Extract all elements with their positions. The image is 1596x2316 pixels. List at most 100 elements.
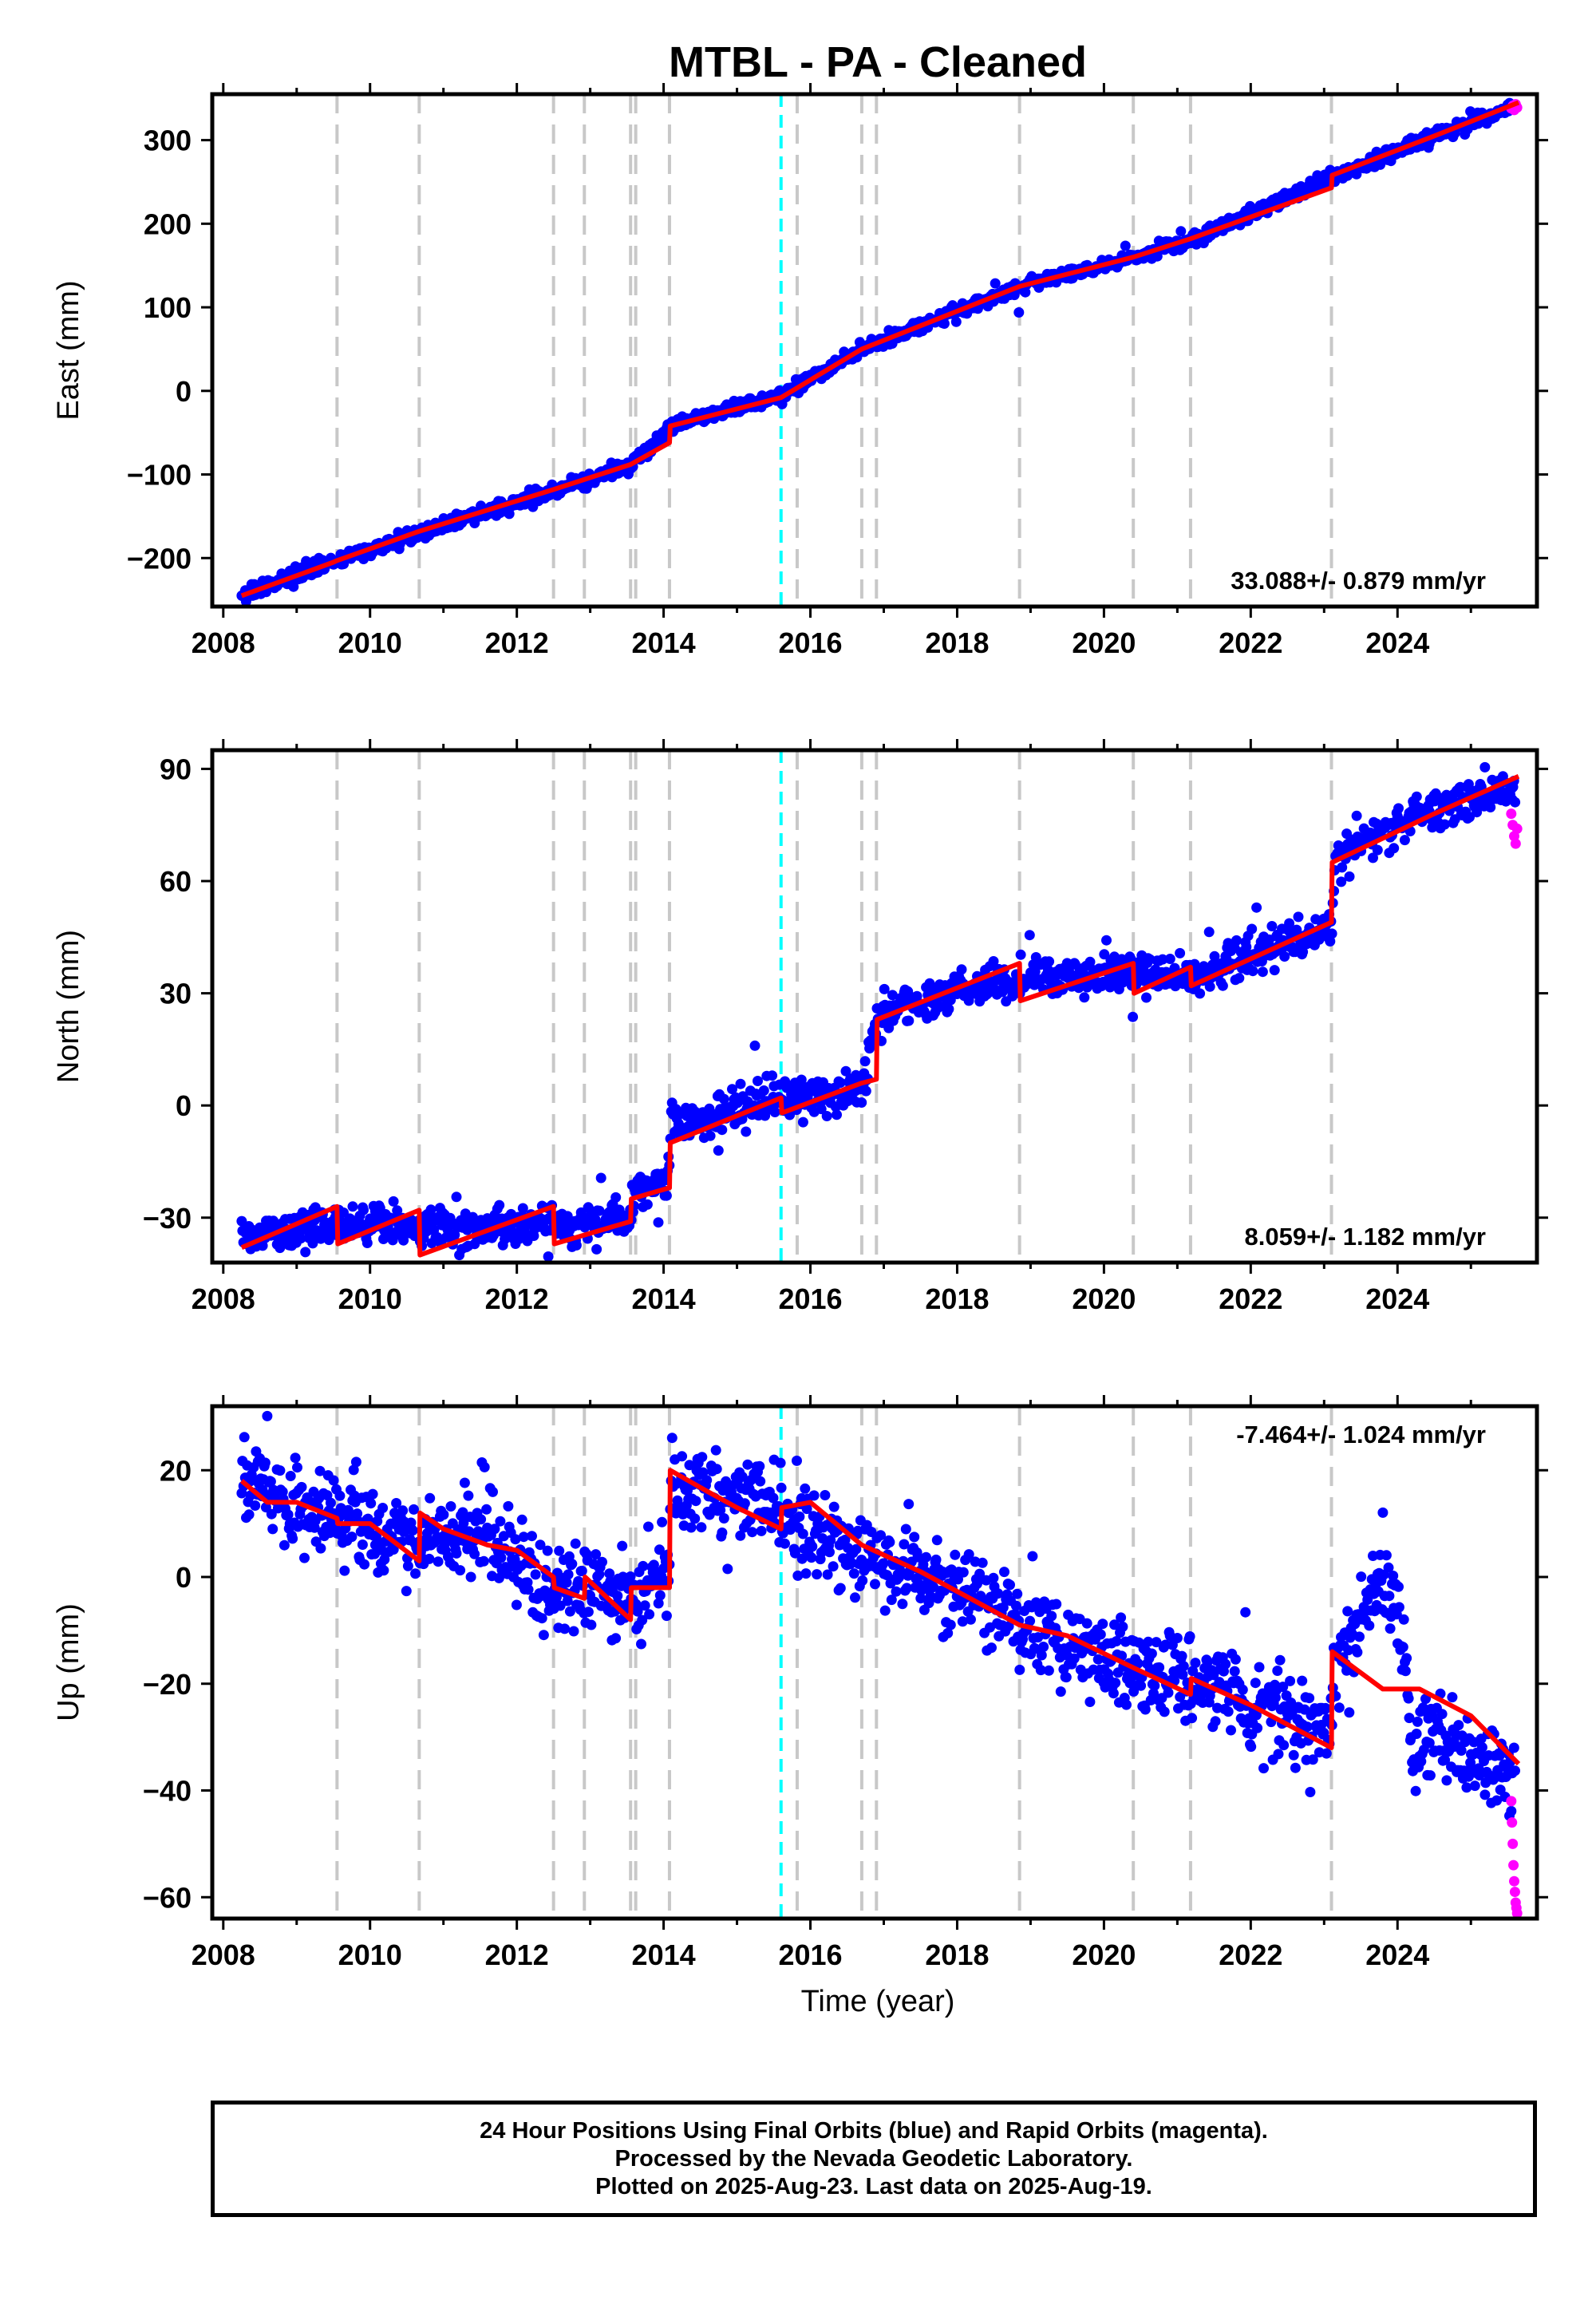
data-point [821,1111,832,1121]
data-point [1121,1699,1132,1710]
data-point [334,1490,346,1501]
data-point [1404,1713,1415,1724]
data-point [1411,791,1422,802]
data-point [1508,1742,1519,1753]
data-point [1320,1702,1331,1713]
data-point [339,1565,350,1576]
data-point [1510,1765,1520,1777]
data-point [518,1531,529,1543]
data-point [1252,1722,1263,1733]
data-point [1223,1706,1234,1717]
data-point [653,1217,664,1228]
data-point [742,1459,753,1470]
data-point [1014,1664,1025,1675]
data-point [912,1551,923,1563]
data-point [835,1077,846,1089]
data-point [1254,1662,1265,1673]
data-point [735,1530,746,1541]
data-point [1231,935,1242,946]
data-point [1203,927,1215,938]
x-tick-label: 2012 [485,626,549,659]
data-point [741,1126,752,1137]
plot-frame [210,1404,1539,1921]
data-point [1081,1618,1092,1629]
data-point [974,1568,986,1579]
data-point [365,1498,377,1509]
data-point [1410,1785,1421,1796]
data-point [1302,1721,1313,1733]
data-point [1136,1680,1147,1691]
data-point [1290,1762,1301,1773]
data-point [942,1627,954,1638]
data-point [1479,761,1491,773]
data-point [307,1238,318,1249]
data-point [290,1452,301,1464]
data-point [859,1056,871,1067]
data-point [1132,1658,1144,1669]
data-point [275,1465,286,1476]
data-point [1440,1754,1451,1765]
data-point [1333,1702,1345,1713]
data-point [397,1505,409,1516]
data-point [625,1571,636,1582]
caption-line-1: 24 Hour Positions Using Final Orbits (bl… [480,2117,1268,2144]
y-tick-label: 0 [176,1561,192,1594]
data-point [1116,1612,1127,1623]
data-point [1372,844,1383,856]
data-point [807,1541,818,1552]
x-tick-label: 2018 [925,1282,989,1315]
data-point [758,1085,769,1096]
data-point [754,1460,765,1472]
rapid-data-point [1506,1796,1517,1807]
data-point [1092,1654,1104,1665]
data-point [677,1451,688,1462]
data-point [1187,1713,1198,1724]
data-point [407,1525,418,1536]
data-point [1321,1748,1332,1759]
data-point [689,1513,701,1524]
data-point [377,1503,389,1513]
data-point [597,1556,607,1567]
data-point [1175,226,1187,237]
data-point [903,1499,915,1510]
data-point [808,1490,820,1501]
data-point [1184,1631,1195,1642]
final-orbit-series [236,1410,1520,1821]
data-point [1278,1740,1290,1751]
data-point [1176,1650,1187,1662]
data-point [1453,1720,1464,1731]
data-point [816,1104,827,1115]
data-point [713,1145,724,1156]
data-point [458,1517,469,1528]
data-point [570,1538,581,1549]
data-point [756,1525,767,1536]
data-point [488,1486,498,1497]
data-point [1010,1600,1021,1611]
data-point [653,1598,664,1609]
data-point [1274,1654,1286,1666]
data-point [797,1528,808,1539]
data-point [1278,1682,1289,1693]
data-point [1461,1782,1472,1793]
model-fit-line [240,774,1520,1258]
data-point [1111,1636,1122,1646]
rapid-orbit-series [1506,808,1523,849]
data-point [1377,1507,1389,1518]
data-point [563,1569,574,1580]
data-point [1441,1775,1452,1786]
data-point [282,1509,294,1520]
rapid-data-point [1511,1907,1523,1919]
data-point [514,1233,525,1244]
data-point [495,1516,506,1527]
data-point [1397,1642,1408,1653]
data-point [1101,935,1112,946]
data-point [469,1548,480,1559]
data-point [391,1498,402,1508]
data-point [379,1554,390,1565]
data-point [956,964,967,975]
data-point [1178,1661,1189,1672]
data-point [1038,1642,1049,1652]
y-axis: −200 −100 0 100 200 300 [127,124,1548,575]
data-point [1108,1688,1119,1699]
data-point [1307,1754,1318,1765]
